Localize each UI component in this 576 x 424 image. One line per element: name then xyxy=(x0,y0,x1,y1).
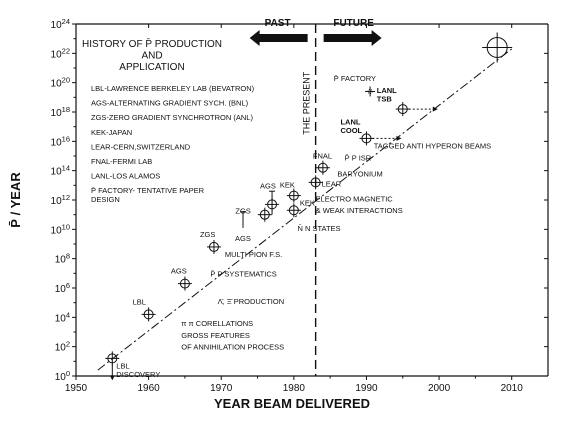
range-label: AGS xyxy=(235,234,251,243)
y-tick-label: 102 xyxy=(55,340,70,354)
future-arrow-head xyxy=(371,30,382,46)
present-label: THE PRESENT xyxy=(302,71,312,135)
point-label: KEK xyxy=(280,181,295,190)
point-label: FNAL xyxy=(313,152,332,161)
annotation: Λ̄, Ξ̄ PRODUCTION xyxy=(218,297,285,306)
x-tick-label: 1990 xyxy=(355,383,378,394)
annotation: OF ANNIHILATION PROCESS xyxy=(181,343,284,352)
legend-entry: ZGS-ZERO GRADIENT SYNCHROTRON (ANL) xyxy=(91,113,253,122)
annotation: GROSS FEATURES xyxy=(181,331,250,340)
y-tick-label: 108 xyxy=(55,252,70,266)
past-label: PAST xyxy=(265,18,291,29)
past-arrow-shaft xyxy=(255,34,308,42)
annotation: BARYONIUM xyxy=(337,170,382,179)
x-axis-title: YEAR BEAM DELIVERED xyxy=(214,396,370,411)
point-label: AGS xyxy=(171,267,187,276)
future-arrow-shaft xyxy=(323,34,376,42)
annotation: P̄ FACTORY xyxy=(334,74,376,83)
y-tick-label: 1010 xyxy=(51,222,70,236)
x-tick-label: 1950 xyxy=(65,383,88,394)
y-tick-label: 100 xyxy=(55,369,70,383)
x-tick-label: 2010 xyxy=(501,383,524,394)
x-tick-label: 2000 xyxy=(428,383,451,394)
annotation: TAGGED ANTI HYPERON BEAMS xyxy=(374,142,491,151)
point-label: LANL COOL xyxy=(340,117,362,135)
lbl-arrow-head xyxy=(109,375,115,381)
lanl-arrow-head xyxy=(432,106,438,112)
annotation: ELECTRO MAGNETIC xyxy=(316,194,394,203)
x-tick-label: 1960 xyxy=(137,383,160,394)
past-arrow-head xyxy=(249,30,260,46)
point-label: LANL TSB xyxy=(377,86,397,104)
point-label: KEK xyxy=(300,198,315,207)
x-tick-label: 1980 xyxy=(283,383,306,394)
lanl-arrow-head xyxy=(396,135,402,141)
y-tick-label: 104 xyxy=(55,310,70,324)
annotation: & WEAK INTERACTIONS xyxy=(316,206,403,215)
x-tick-label: 1970 xyxy=(210,383,233,394)
y-tick-label: 1020 xyxy=(51,76,70,90)
annotation: π π CORELLATIONS xyxy=(181,319,253,328)
point-label: ZGS xyxy=(200,230,215,239)
y-tick-label: 1018 xyxy=(51,105,70,119)
point-label: LBL xyxy=(133,297,146,306)
point-label: ZGS xyxy=(235,207,250,216)
y-tick-label: 106 xyxy=(55,281,70,295)
legend-entry: LANL-LOS ALAMOS xyxy=(91,172,160,181)
factory-marker-circle xyxy=(367,88,373,94)
legend-entry: LEAR-CERN,SWITZERLAND xyxy=(91,142,191,151)
point-label: LBL DISCOVERY xyxy=(116,361,160,379)
y-tick-label: 1016 xyxy=(51,134,70,148)
legend-entry: FNAL-FERMI LAB xyxy=(91,157,152,166)
point-label: AGS xyxy=(260,181,276,190)
legend-entry: AGS-ALTERNATING GRADIENT SYCH. (BNL) xyxy=(91,99,249,108)
trend-line xyxy=(97,48,512,371)
chart-title: HISTORY OF P̄ PRODUCTION AND APPLICATION xyxy=(82,37,222,73)
y-tick-label: 1024 xyxy=(51,17,70,31)
y-tick-label: 1012 xyxy=(51,193,70,207)
future-label: FUTURE xyxy=(333,18,374,29)
legend-entry: LBL-LAWRENCE BERKELEY LAB (BEVATRON) xyxy=(91,84,255,93)
annotation: MULTI PION F.S. xyxy=(225,250,282,259)
y-tick-label: 1014 xyxy=(51,164,70,178)
point-label: LEAR xyxy=(322,179,342,188)
legend-entry: KEK-JAPAN xyxy=(91,128,132,137)
annotation: P̄ P ISR xyxy=(345,153,372,162)
legend-entry: P̄ FACTORY- TENTATIVE PAPER DESIGN xyxy=(91,186,205,204)
y-axis-title: P̄ / YEAR xyxy=(8,172,23,228)
annotation: P̄ P SYSTEMATICS xyxy=(210,269,276,278)
annotation: N̄ N STATES xyxy=(297,224,340,233)
y-tick-label: 1022 xyxy=(51,46,70,60)
